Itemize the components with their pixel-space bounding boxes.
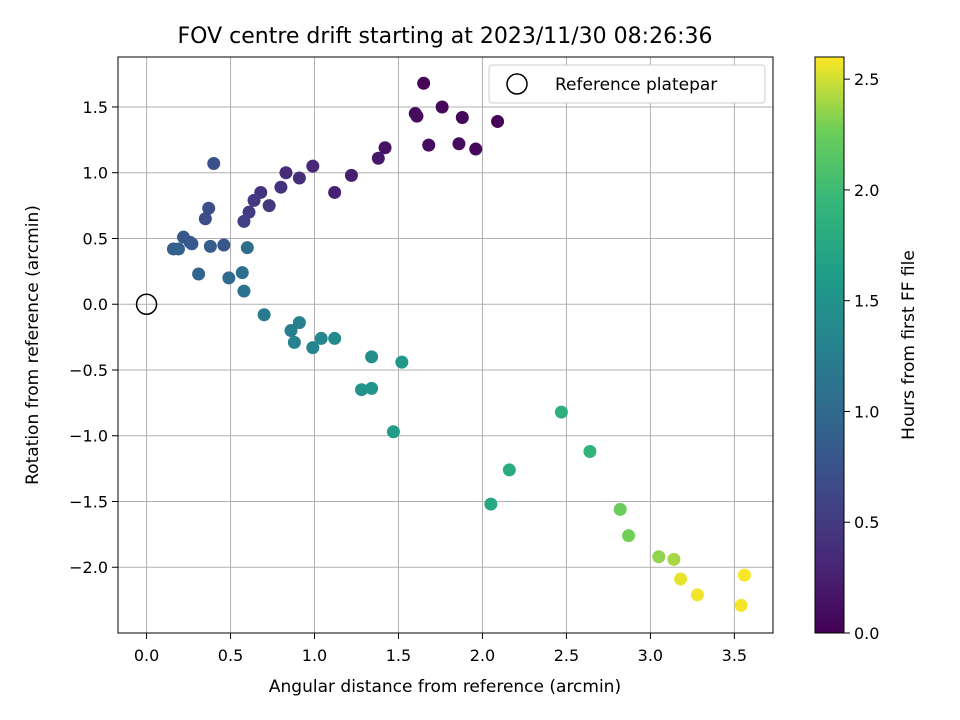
data-point <box>279 166 293 180</box>
grid <box>118 57 773 633</box>
colorbar-tick-label: 1.5 <box>854 292 879 311</box>
legend-marker <box>506 73 528 95</box>
x-tick-label: 0.5 <box>218 646 243 665</box>
colorbar-ticks: 0.0 0.5 1.0 1.5 2.0 2.5 <box>844 70 879 643</box>
colorbar-tick-label: 0.0 <box>854 624 879 643</box>
data-points <box>166 76 751 612</box>
legend-label: Reference platepar <box>555 75 717 95</box>
data-point <box>171 242 185 256</box>
data-point <box>257 308 271 322</box>
x-tick-label: 1.0 <box>302 646 327 665</box>
data-point <box>328 185 342 199</box>
data-point <box>185 237 199 251</box>
y-tick-label: 1.0 <box>83 164 108 183</box>
data-point <box>484 497 498 511</box>
colorbar-tick-label: 0.5 <box>854 513 879 532</box>
chart-title: FOV centre drift starting at 2023/11/30 … <box>178 24 713 49</box>
data-point <box>235 266 249 280</box>
data-point <box>737 568 751 582</box>
x-tick-label: 3.0 <box>638 646 663 665</box>
data-point <box>306 341 320 355</box>
legend-box <box>488 64 766 104</box>
data-point <box>274 180 288 194</box>
data-point <box>469 142 483 156</box>
plot-frame <box>117 56 774 634</box>
data-point <box>198 212 212 226</box>
y-tick-label: −0.5 <box>69 361 108 380</box>
data-point <box>583 445 597 459</box>
data-point <box>344 168 358 182</box>
colorbar-frame <box>814 56 845 634</box>
plot-background <box>118 57 773 633</box>
plot-area <box>117 56 774 634</box>
data-point <box>207 157 221 171</box>
data-point <box>217 238 231 252</box>
data-point <box>240 241 254 255</box>
data-point <box>287 335 301 349</box>
data-point <box>378 141 392 155</box>
x-axis-label: Angular distance from reference (arcmin) <box>269 677 621 697</box>
data-point <box>355 383 369 397</box>
y-tick-label: 1.5 <box>83 98 108 117</box>
data-point <box>237 214 251 228</box>
y-axis-ticks: −2.0 −1.5 −1.0 −0.5 0.0 0.5 1.0 1.5 <box>69 98 118 577</box>
colorbar-tick-label: 2.0 <box>854 181 879 200</box>
data-point <box>674 572 688 586</box>
data-point <box>690 588 704 602</box>
y-tick-label: −2.0 <box>69 558 108 577</box>
data-point <box>371 151 385 165</box>
data-point <box>452 137 466 151</box>
data-point <box>667 552 681 566</box>
y-axis-label: Rotation from reference (arcmin) <box>23 205 43 485</box>
data-point <box>395 355 409 369</box>
data-point <box>292 316 306 330</box>
colorbar-gradient <box>815 57 844 633</box>
colorbar-tick-label: 2.5 <box>854 70 879 89</box>
data-point <box>613 502 627 516</box>
x-tick-label: 0.0 <box>134 646 159 665</box>
data-point <box>435 100 449 114</box>
data-point <box>284 324 298 338</box>
x-tick-label: 1.5 <box>386 646 411 665</box>
colorbar-label: Hours from first FF file <box>899 250 919 440</box>
data-point <box>222 271 236 285</box>
data-point <box>455 110 469 124</box>
y-tick-label: −1.5 <box>69 492 108 511</box>
data-point <box>386 425 400 439</box>
x-tick-label: 2.5 <box>554 646 579 665</box>
data-point <box>306 159 320 173</box>
data-point <box>365 381 379 395</box>
data-point <box>652 550 666 564</box>
data-point <box>292 171 306 185</box>
data-point <box>192 267 206 281</box>
reference-platepar-marker <box>135 293 158 315</box>
y-tick-label: 0.5 <box>83 229 108 248</box>
y-tick-label: 0.0 <box>83 295 108 314</box>
data-point <box>622 529 636 543</box>
data-point <box>328 331 342 345</box>
x-tick-label: 2.0 <box>470 646 495 665</box>
data-point <box>410 109 424 123</box>
data-point <box>554 405 568 419</box>
legend: Reference platepar <box>488 64 766 104</box>
colorbar-tick-label: 1.0 <box>854 402 879 421</box>
data-point <box>422 138 436 152</box>
data-point <box>417 76 431 90</box>
colorbar: 0.0 0.5 1.0 1.5 2.0 2.5 Hours from first FF f… <box>814 56 919 643</box>
data-point <box>734 598 748 612</box>
data-point <box>203 239 217 253</box>
data-point <box>237 284 251 298</box>
data-point <box>491 114 505 128</box>
y-tick-label: −1.0 <box>69 427 108 446</box>
data-point <box>365 350 379 364</box>
data-point <box>247 193 261 207</box>
data-point <box>202 201 216 215</box>
x-axis-ticks: 0.0 0.5 1.0 1.5 2.0 2.5 3.0 3.5 <box>134 633 747 665</box>
data-point <box>502 463 516 477</box>
data-point <box>314 331 328 345</box>
x-tick-label: 3.5 <box>722 646 747 665</box>
data-point <box>262 199 276 213</box>
